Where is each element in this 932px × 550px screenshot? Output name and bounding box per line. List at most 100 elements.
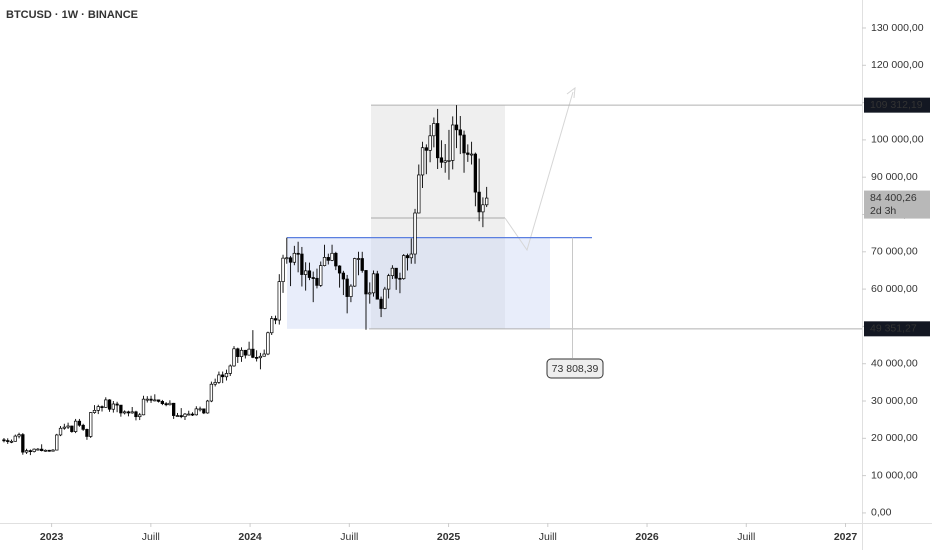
- candle-body: [307, 270, 312, 278]
- candle-body: [149, 398, 153, 401]
- candle-body: [254, 357, 259, 359]
- candle-body: [371, 273, 376, 294]
- candle-body: [285, 257, 289, 260]
- candle-body: [111, 403, 115, 410]
- y-tick-label: 20 000,00: [871, 432, 918, 444]
- candle-body: [439, 157, 444, 163]
- candle-body: [85, 429, 89, 437]
- candle-body: [451, 124, 455, 161]
- x-tick-label: Juill: [340, 531, 358, 543]
- candle-body: [390, 267, 395, 277]
- candle-body: [300, 253, 304, 275]
- candle-body: [47, 449, 51, 452]
- candle-body: [273, 318, 278, 321]
- candle-body: [202, 408, 206, 414]
- measure-label: 73 808,39: [552, 363, 599, 375]
- candle-body: [402, 255, 406, 280]
- candle-body: [383, 288, 387, 309]
- candle-body: [337, 265, 342, 274]
- candle-body: [304, 270, 308, 275]
- y-tick-label: 70 000,00: [871, 246, 918, 258]
- candle-body: [17, 434, 21, 437]
- y-tick-label: 90 000,00: [871, 171, 918, 183]
- candle-body: [353, 258, 357, 287]
- candle-body: [119, 404, 123, 414]
- candle-body: [100, 406, 104, 408]
- candle-body: [141, 398, 146, 416]
- candle-body: [258, 355, 263, 359]
- candle-body: [36, 448, 40, 451]
- candle-body: [217, 374, 221, 383]
- candle-body: [126, 411, 131, 414]
- candle-body: [405, 255, 410, 259]
- candle-body: [62, 426, 66, 429]
- candle-body: [160, 401, 165, 404]
- x-tick-label: 2024: [238, 531, 262, 543]
- candle-body: [458, 129, 462, 136]
- candle-body: [485, 197, 489, 206]
- candle-body: [243, 349, 247, 356]
- candle-body: [469, 153, 474, 156]
- candle-body: [398, 277, 402, 280]
- candle-body: [251, 348, 255, 358]
- candle-body: [326, 257, 330, 261]
- candle-body: [187, 413, 191, 416]
- candle-body: [435, 123, 440, 159]
- y-tick-label: 130 000,00: [871, 22, 924, 34]
- candle-body: [9, 440, 14, 443]
- last-price-box: [864, 190, 930, 219]
- candle-body: [81, 424, 85, 430]
- candle-body: [379, 298, 383, 309]
- candle-body: [428, 135, 432, 151]
- candle-body: [66, 425, 70, 428]
- candle-body: [311, 277, 315, 279]
- x-tick-label: 2027: [834, 531, 858, 543]
- candle-body: [40, 448, 44, 451]
- candle-body: [51, 449, 55, 452]
- candle-body: [2, 439, 6, 442]
- candle-body: [55, 434, 59, 451]
- candle-body: [409, 253, 413, 259]
- candle-body: [138, 414, 142, 418]
- candle-body: [345, 278, 349, 297]
- x-tick-label: 2023: [40, 531, 64, 543]
- candle-body: [6, 440, 10, 442]
- candle-body: [175, 415, 180, 417]
- candle-body: [417, 174, 421, 214]
- x-tick-label: Juill: [142, 531, 160, 543]
- candle-body: [292, 252, 296, 263]
- candle-body: [115, 403, 119, 406]
- candle-body: [153, 399, 157, 402]
- candle-body: [394, 267, 398, 279]
- candle-body: [277, 281, 281, 321]
- candle-body: [134, 411, 138, 418]
- candle-body: [221, 374, 225, 378]
- candle-body: [368, 292, 372, 295]
- candle-body: [322, 257, 327, 266]
- candle-body: [28, 450, 33, 452]
- candle-body: [413, 212, 417, 255]
- y-tick-label: 0,00: [871, 507, 892, 519]
- candle-body: [183, 413, 187, 418]
- candle-body: [462, 134, 466, 154]
- y-tick-label: 100 000,00: [871, 134, 924, 146]
- countdown-label: 2d 3h: [870, 205, 896, 217]
- candle-body: [73, 420, 78, 432]
- candle-body: [96, 406, 100, 411]
- candle-body: [270, 318, 274, 334]
- candle-body: [58, 427, 63, 436]
- candle-body: [334, 252, 338, 267]
- projection-path: [504, 91, 574, 252]
- candle-body: [447, 160, 451, 162]
- candle-body: [43, 449, 48, 452]
- candle-body: [262, 353, 266, 357]
- candle-body: [24, 450, 29, 453]
- y-tick-label: 30 000,00: [871, 395, 918, 407]
- candle-body: [179, 415, 183, 418]
- level-price-box: [864, 97, 930, 113]
- candle-body: [224, 373, 229, 378]
- candle-body: [349, 285, 353, 297]
- candle-body: [454, 124, 459, 131]
- candle-body: [266, 332, 270, 355]
